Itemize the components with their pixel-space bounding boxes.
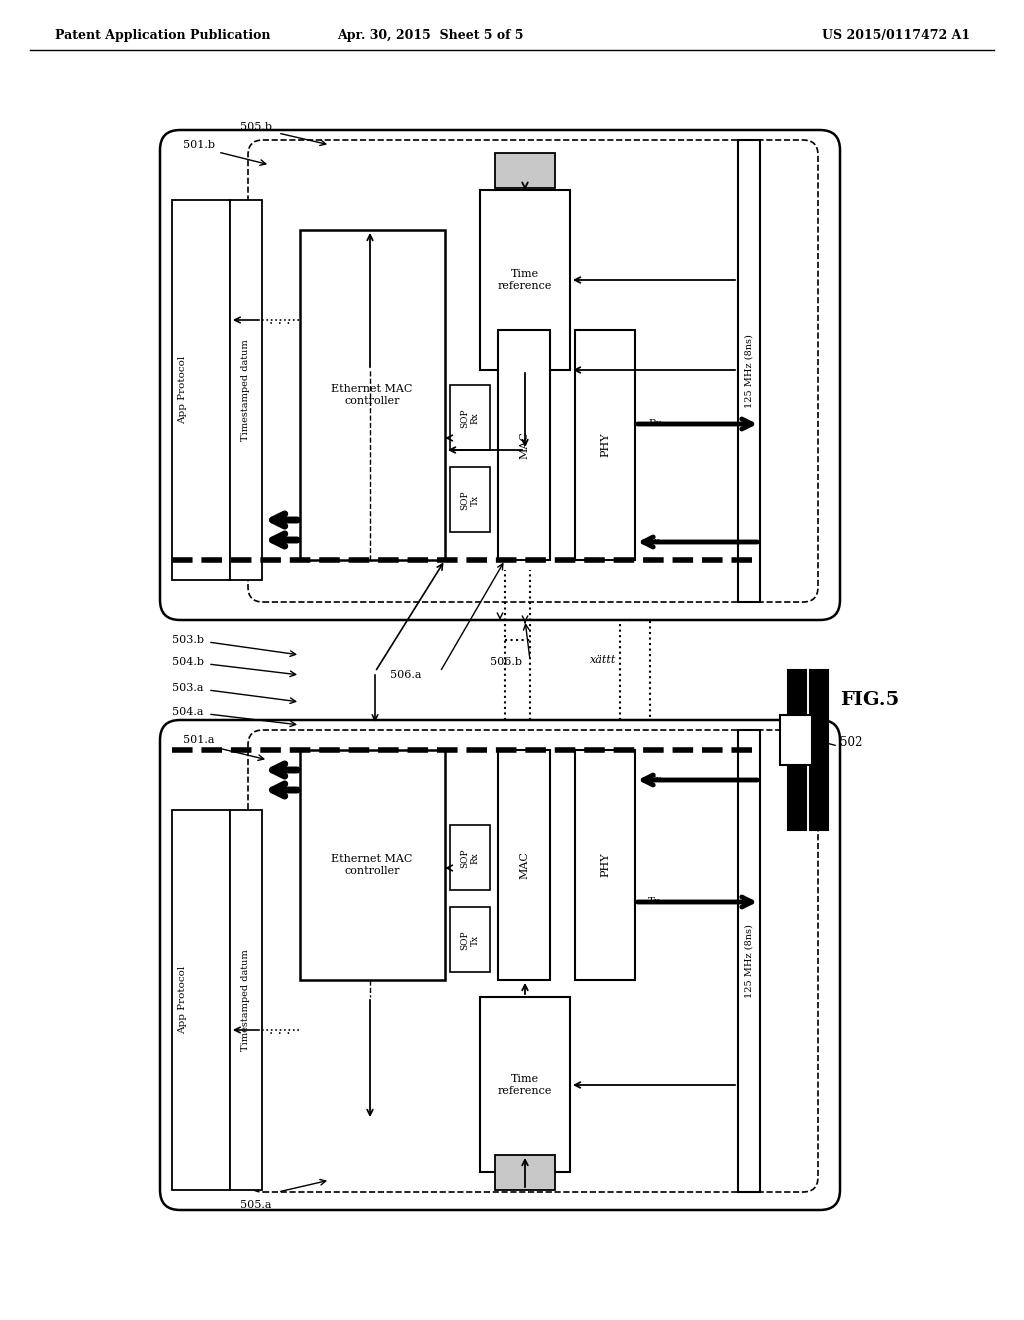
Text: Timestamped datum: Timestamped datum [242, 339, 251, 441]
Text: 125 MHz (8ns): 125 MHz (8ns) [744, 924, 754, 998]
Text: . . .: . . . [269, 313, 291, 327]
Text: SOP
Rx: SOP Rx [461, 849, 479, 867]
Text: 504.b: 504.b [172, 657, 204, 667]
Text: . . .: . . . [269, 1023, 291, 1038]
Text: Patent Application Publication: Patent Application Publication [55, 29, 270, 41]
Text: PHY: PHY [600, 853, 610, 878]
Bar [480, 997, 570, 1172]
Text: SOP
Tx: SOP Tx [461, 931, 479, 950]
Text: SOP
Tx: SOP Tx [461, 490, 479, 510]
Text: Apr. 30, 2015  Sheet 5 of 5: Apr. 30, 2015 Sheet 5 of 5 [337, 29, 523, 41]
FancyBboxPatch shape [248, 140, 818, 602]
Bar [575, 750, 635, 979]
Text: 503.a: 503.a [172, 682, 204, 693]
Bar [172, 201, 230, 579]
Text: 502: 502 [840, 735, 862, 748]
Bar [450, 385, 490, 450]
Bar [450, 467, 490, 532]
Text: 504.a: 504.a [172, 708, 204, 717]
Text: 501.b: 501.b [183, 140, 215, 150]
Text: Tx: Tx [648, 898, 660, 907]
Text: Ethernet MAC
controller: Ethernet MAC controller [332, 854, 413, 875]
Text: PHY: PHY [600, 433, 610, 457]
Text: Tx: Tx [648, 537, 660, 546]
Text: 125 MHz (8ns): 125 MHz (8ns) [744, 334, 754, 408]
Text: MAC: MAC [519, 432, 529, 459]
Text: US 2015/0117472 A1: US 2015/0117472 A1 [822, 29, 970, 41]
Bar [300, 750, 445, 979]
Text: 506.a: 506.a [390, 671, 422, 680]
Bar [480, 190, 570, 370]
Text: Rx: Rx [648, 420, 662, 429]
Bar [780, 715, 812, 766]
Text: MAC: MAC [519, 851, 529, 879]
Bar [788, 671, 806, 830]
FancyBboxPatch shape [248, 730, 818, 1192]
Bar [300, 230, 445, 560]
Bar [738, 140, 760, 602]
Bar [450, 907, 490, 972]
Text: App Protocol: App Protocol [178, 966, 187, 1034]
Bar [450, 825, 490, 890]
Bar [495, 153, 555, 187]
FancyBboxPatch shape [160, 719, 840, 1210]
Text: App Protocol: App Protocol [178, 356, 187, 424]
Text: 505.b: 505.b [240, 121, 272, 132]
Text: Rx: Rx [648, 776, 662, 784]
Bar [495, 1155, 555, 1191]
Text: Timestamped datum: Timestamped datum [242, 949, 251, 1051]
Text: Time
reference: Time reference [498, 269, 552, 290]
Bar [230, 201, 262, 579]
Bar [498, 750, 550, 979]
Bar [172, 810, 230, 1191]
Text: 503.b: 503.b [172, 635, 204, 645]
Bar [230, 810, 262, 1191]
Text: Time
reference: Time reference [498, 1074, 552, 1096]
Text: SOP
Rx: SOP Rx [461, 408, 479, 428]
Text: FIG.5: FIG.5 [841, 690, 900, 709]
Text: Ethernet MAC
controller: Ethernet MAC controller [332, 384, 413, 405]
Text: 505.a: 505.a [240, 1200, 271, 1210]
Text: 506.b: 506.b [490, 657, 522, 667]
Bar [738, 730, 760, 1192]
Text: xättt: xättt [590, 655, 616, 665]
Bar [498, 330, 550, 560]
Bar [575, 330, 635, 560]
Text: 501.a: 501.a [183, 735, 214, 744]
Bar [810, 671, 828, 830]
FancyBboxPatch shape [160, 129, 840, 620]
